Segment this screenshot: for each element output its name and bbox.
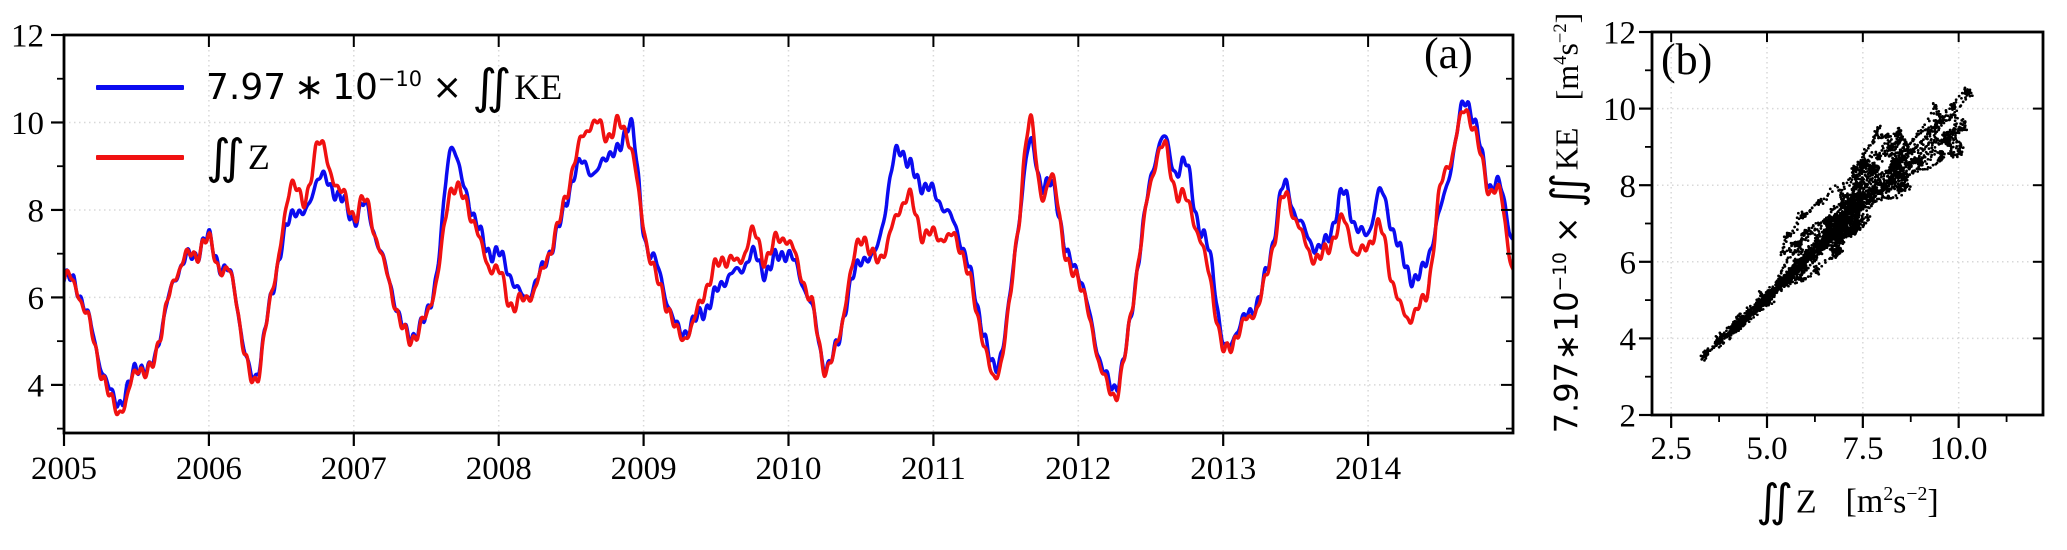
panel-a-ytick: 12 — [11, 19, 44, 55]
ke-base-ten: 10 — [332, 66, 378, 108]
panel-b-ytick: 4 — [1620, 322, 1637, 358]
panel-a-xtick: 2007 — [321, 451, 387, 487]
panel-a-xtick: 2005 — [31, 451, 97, 487]
panel-a-xtick: 2011 — [901, 451, 966, 487]
panel-b-yaxis-title: 7.97∗10−10×∫∫KE[m4s−2] — [1542, 12, 1591, 434]
panel-a-ytick: 6 — [28, 281, 45, 317]
panel-b-ytick: 2 — [1620, 399, 1637, 435]
ke-exponent: −10 — [377, 66, 423, 91]
double-integral-icon: ∫∫ — [1542, 182, 1591, 208]
panel-a-label: (a) — [1424, 29, 1473, 78]
panel-b-ytick: 12 — [1603, 16, 1636, 52]
panel-a-xtick: 2013 — [1190, 451, 1256, 487]
legend-item-z: ∫∫ Z — [96, 130, 562, 185]
panel-a-xtick: 2006 — [176, 451, 242, 487]
ke-line-swatch — [96, 84, 184, 90]
panel-a-ytick: 8 — [28, 193, 45, 229]
legend-label-z: ∫∫ Z — [206, 130, 270, 185]
ke-variable: KE — [514, 66, 563, 107]
panel-b-ytick: 10 — [1603, 92, 1636, 128]
times-sign: × — [432, 66, 463, 108]
z-line-swatch — [96, 154, 184, 160]
panel-a-xtick: 2014 — [1335, 451, 1401, 487]
panel-b-xtick: 2.5 — [1651, 431, 1692, 467]
panel-a-xtick: 2012 — [1045, 451, 1111, 487]
panel-b-xtick: 5.0 — [1746, 431, 1787, 467]
z-variable: Z — [247, 136, 270, 177]
panel-b-xaxis-title: ∫∫ Z [m2s−2] — [1756, 474, 1939, 527]
z-variable: Z — [1795, 483, 1817, 521]
panel-a-xtick: 2008 — [466, 451, 532, 487]
scatter-plot: 2.5 5.0 7.5 10.0 2 4 6 8 10 12 — [1603, 16, 2045, 467]
timeseries-plot: 2005 2006 2007 2008 2009 2010 2011 2012 2013 2014… — [11, 19, 1515, 487]
double-integral-icon: ∫∫ — [1756, 474, 1793, 527]
panel-b-xtick: 7.5 — [1842, 431, 1883, 467]
legend-label-ke: 7.97 ∗ 10−10 × ∫∫ KE — [206, 60, 562, 115]
double-integral-icon: ∫∫ — [472, 59, 511, 115]
panel-a-ytick: 4 — [28, 368, 45, 404]
ke-coefficient: 7.97 — [206, 66, 287, 108]
multiply-star: ∗ — [294, 66, 325, 108]
double-integral-icon: ∫∫ — [206, 129, 245, 185]
panel-a-xtick: 2009 — [611, 451, 677, 487]
legend: 7.97 ∗ 10−10 × ∫∫ KE ∫∫ Z — [96, 60, 562, 185]
panel-b-ytick: 6 — [1620, 245, 1637, 281]
legend-item-ke: 7.97 ∗ 10−10 × ∫∫ KE — [96, 60, 562, 115]
panel-a-ytick: 10 — [11, 106, 44, 142]
panel-a-xtick: 2010 — [756, 451, 822, 487]
panel-b-ytick: 8 — [1620, 169, 1637, 205]
panel-b-label: (b) — [1661, 35, 1713, 84]
panel-b-xtick: 10.0 — [1930, 431, 1988, 467]
